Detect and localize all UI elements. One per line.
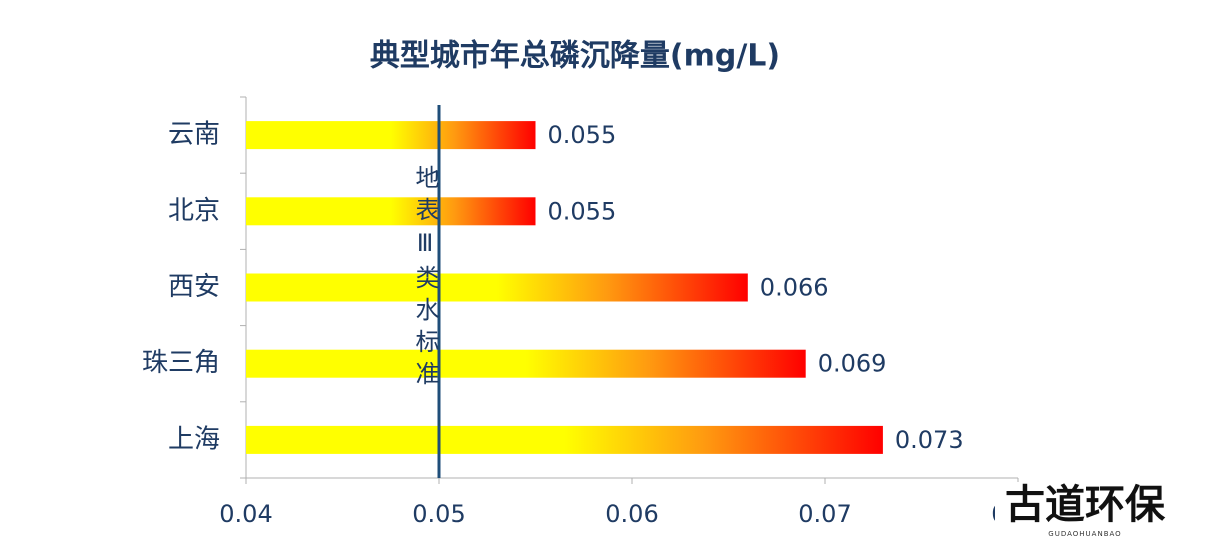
bar — [246, 197, 536, 226]
logo: 古道环保 GUDAOHUANBAO — [995, 481, 1185, 542]
bar — [246, 273, 748, 302]
y-tick-label: 珠三角 — [142, 348, 220, 378]
value-label: 0.055 — [548, 197, 617, 225]
logo-background — [995, 482, 1185, 542]
bar — [246, 121, 536, 150]
value-label: 0.073 — [895, 426, 964, 454]
logo-subtitle: GUDAOHUANBAO — [1048, 530, 1121, 538]
value-label: 0.069 — [818, 350, 887, 378]
y-tick-label: 上海 — [168, 424, 220, 454]
y-tick-label: 西安 — [168, 272, 220, 302]
x-tick-label: 0.04 — [219, 500, 272, 528]
chart-title: 典型城市年总磷沉降量(mg/L) — [370, 39, 780, 74]
y-tick-label: 北京 — [168, 196, 220, 226]
value-label: 0.055 — [548, 121, 617, 149]
bar — [246, 425, 883, 454]
reference-label: 地表Ⅲ类水标准 — [411, 165, 439, 393]
y-tick-label: 云南 — [168, 120, 220, 150]
bar — [246, 349, 806, 378]
x-tick-label: 0.05 — [412, 500, 465, 528]
value-label: 0.066 — [760, 274, 829, 302]
logo-text: 古道环保 — [1005, 481, 1166, 528]
x-tick-label: 0.07 — [798, 500, 851, 528]
x-tick-label: 0.06 — [605, 500, 658, 528]
